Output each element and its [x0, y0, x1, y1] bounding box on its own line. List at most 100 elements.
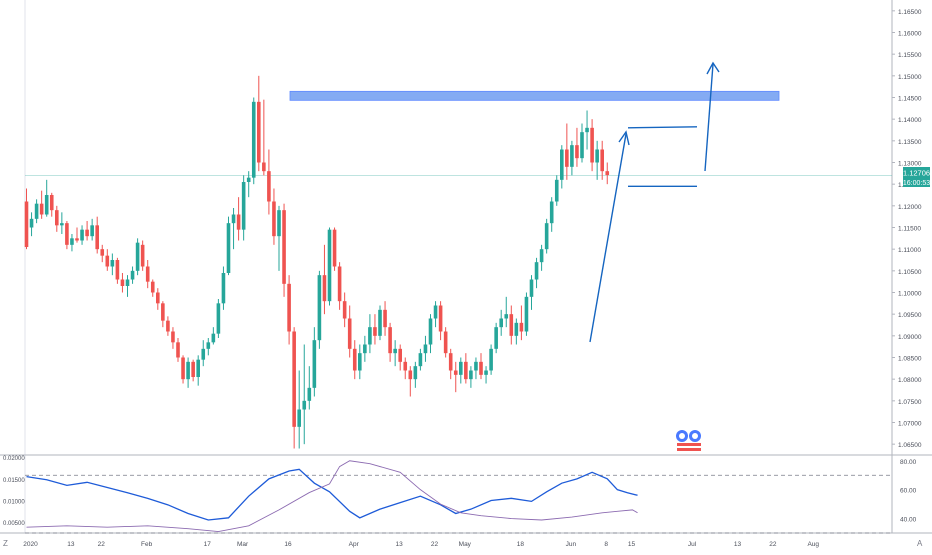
timezone-icon[interactable]: Z	[3, 539, 8, 548]
candle-body	[216, 303, 221, 334]
candle-body	[605, 171, 610, 176]
annotation-layer-front	[589, 61, 720, 343]
candle-body	[363, 344, 367, 354]
candle-body	[181, 357, 185, 380]
candle-body	[29, 218, 34, 228]
candle-body	[302, 400, 307, 410]
time-axis-label: 22	[769, 541, 777, 548]
candle-body	[332, 229, 337, 267]
candle-body	[100, 249, 105, 256]
candle-body	[373, 327, 377, 336]
candle-body	[277, 210, 281, 237]
candle-body	[590, 127, 594, 163]
annotation-layer-back	[289, 90, 780, 101]
candle-body	[55, 210, 59, 226]
candle-body	[443, 331, 448, 354]
candle-body	[459, 361, 463, 375]
candle-body	[60, 223, 64, 226]
candle-body	[580, 132, 584, 159]
candle-body	[453, 370, 458, 375]
candle-body	[115, 260, 120, 280]
candle-body	[292, 331, 296, 427]
countdown-badge	[903, 177, 930, 187]
candle-body	[544, 223, 549, 250]
candle-body	[474, 361, 478, 371]
candle-body	[125, 279, 130, 286]
impulse-arrow-line	[589, 133, 627, 343]
candle-body	[342, 301, 347, 319]
time-axis-label: 13	[396, 541, 404, 548]
indicator-left-axis-label: 0.00500	[3, 521, 25, 527]
price-axis-label: 1.11500	[898, 226, 921, 233]
candle-body	[322, 275, 327, 302]
indicator-pane: 0.02000 0.01500 0.01000 0.00500 80.00 60.00 40…	[3, 456, 917, 534]
candle-body	[327, 229, 332, 302]
tradingview-logo-icon	[676, 430, 701, 451]
auto-scale-icon[interactable]: A	[917, 539, 923, 548]
candle-body	[110, 260, 115, 267]
candle-body	[499, 318, 503, 328]
channel-top-line	[627, 126, 698, 129]
last-price-label: 1.12706	[903, 169, 930, 178]
time-axis-label: 22	[98, 541, 106, 548]
time-axis-label: 13	[67, 541, 75, 548]
candle-body	[161, 303, 165, 321]
candle-body	[34, 203, 39, 219]
candle-body	[423, 344, 428, 354]
time-axis-label: Feb	[141, 541, 153, 548]
candle-body	[514, 322, 519, 336]
time-axis-label: 2020	[23, 541, 38, 548]
candle-body	[49, 195, 54, 211]
indicator-right-axis-label: 40.00	[900, 517, 917, 524]
candle-body	[418, 353, 423, 367]
candle-body	[337, 266, 342, 302]
candle-body	[297, 409, 301, 427]
candle-body	[39, 203, 44, 215]
candle-body	[140, 244, 145, 267]
time-axis-label: 15	[628, 541, 636, 548]
candle-body	[70, 238, 74, 245]
candle-body	[464, 361, 468, 380]
last-price-badge	[903, 167, 930, 178]
candle-body	[211, 333, 216, 343]
price-axis-label: 1.16000	[898, 31, 922, 38]
candle-body	[65, 223, 69, 245]
price-axis-label: 1.12000	[898, 204, 922, 211]
indicator-left-axis-label: 0.02000	[3, 456, 25, 462]
candle-body	[166, 320, 170, 332]
candle-body	[85, 229, 89, 237]
candle-body	[489, 348, 493, 371]
candle-body	[90, 225, 94, 237]
time-axis-label: May	[459, 541, 472, 548]
candle-series	[24, 75, 610, 449]
candle-body	[171, 331, 175, 343]
price-axis-label: 1.09000	[898, 334, 922, 341]
price-axis-label: 1.07500	[898, 399, 922, 406]
axes: 1.16500 1.16000 1.15500 1.15000 1.14500 1.140…	[23, 9, 922, 548]
candle-body	[539, 249, 544, 263]
candle-body	[575, 145, 579, 159]
indicator-left-axis-label: 0.01000	[3, 500, 25, 506]
candle-body	[347, 318, 352, 349]
candle-body	[448, 353, 453, 371]
candle-body	[524, 296, 529, 332]
candle-body	[595, 149, 599, 163]
price-axis-label: 1.09500	[898, 312, 922, 319]
candle-body	[317, 275, 322, 341]
candle-body	[282, 210, 286, 284]
price-axis-label: 1.10500	[898, 269, 922, 276]
candle-body	[413, 366, 418, 380]
breakout-arrow-head	[706, 61, 720, 75]
candle-body	[585, 127, 589, 133]
time-axis-label: 16	[284, 541, 292, 548]
candle-body	[75, 238, 79, 241]
candle-body	[494, 327, 498, 349]
candle-body	[186, 361, 190, 380]
candle-body	[257, 101, 261, 163]
candle-body	[529, 279, 534, 297]
indicator-right-axis-label: 60.00	[900, 488, 917, 495]
candle-body	[484, 370, 488, 375]
